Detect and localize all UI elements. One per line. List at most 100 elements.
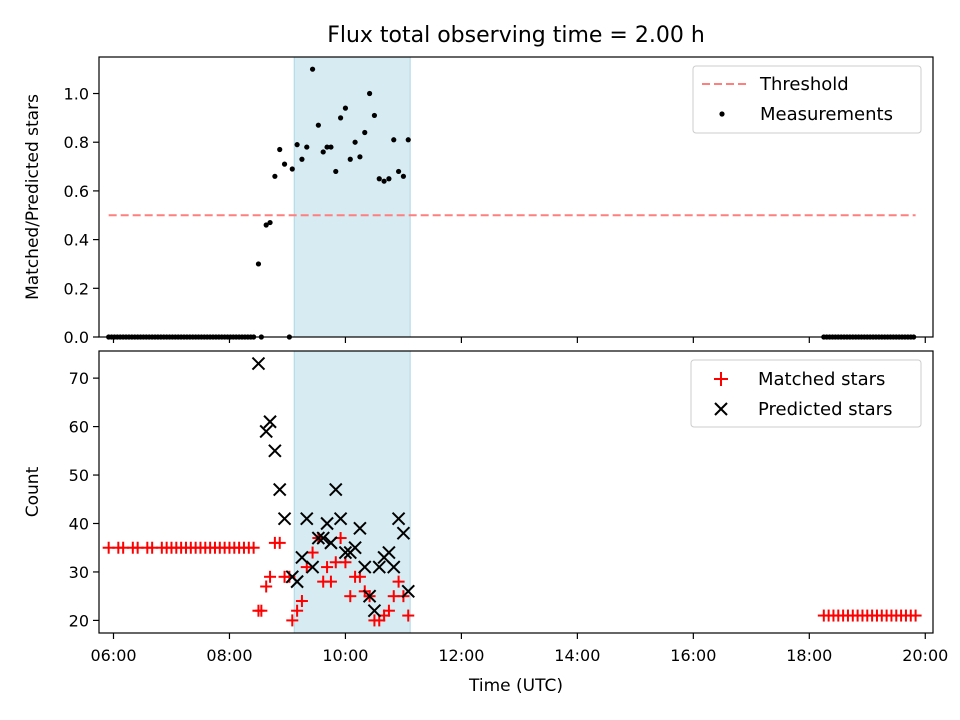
matched-star-point (264, 570, 277, 583)
measurement-point (255, 261, 262, 267)
measurement-point (281, 161, 288, 167)
measurement-point (315, 122, 321, 128)
figure-title: Flux total observing time = 2.00 h (327, 23, 705, 48)
predicted-star-point (273, 482, 287, 497)
matched-star-point (344, 590, 357, 603)
matched-star-point (306, 546, 319, 559)
predicted-star-point (311, 531, 326, 545)
measurement-point (333, 168, 339, 175)
xtick-label: 06:00 (90, 646, 136, 665)
predicted-star-point (367, 604, 382, 618)
xtick-label: 08:00 (206, 646, 252, 665)
matched-star-point (909, 609, 922, 622)
predicted-star-point (251, 356, 266, 371)
matched-star-points (102, 532, 922, 627)
predicted-star-point (263, 415, 277, 429)
bottom-y-ticks: 20 30 40 50 60 70 (69, 369, 99, 630)
xtick-label: 20:00 (902, 646, 948, 665)
top-ytick-label: 0.4 (64, 231, 89, 250)
measurement-point (352, 139, 358, 145)
predicted-star-point (401, 584, 415, 599)
measurement-point (376, 176, 382, 182)
predicted-star-point (268, 444, 282, 458)
measurement-point (347, 156, 353, 162)
predicted-star-points (251, 356, 415, 618)
predicted-star-point (329, 482, 343, 497)
xtick-label: 14:00 (554, 646, 600, 665)
top-panel: 0.0 0.2 0.4 0.6 0.8 1.0 Matched/Predicted sta… (23, 56, 934, 347)
measurement-point (328, 144, 334, 150)
top-y-ticks: 0.0 0.2 0.4 0.6 0.8 1.0 (64, 85, 99, 347)
predicted-star-point (396, 526, 411, 540)
matched-star-point (247, 541, 260, 554)
predicted-star-point (324, 536, 338, 550)
top-ytick-label: 0.2 (64, 279, 89, 298)
measurement-point (263, 222, 269, 228)
top-ytick-label: 0.0 (64, 328, 89, 347)
legend-predicted-label: Predicted stars (758, 399, 892, 420)
matched-star-point (321, 561, 334, 574)
bottom-ytick-label: 40 (69, 514, 89, 533)
legend-measurements-label: Measurements (760, 104, 893, 125)
measurement-point (400, 173, 407, 179)
top-y-axis-label: Matched/Predicted stars (23, 94, 43, 300)
matched-star-point (291, 604, 304, 617)
measurement-point (289, 166, 295, 172)
matched-star-point (273, 536, 286, 549)
predicted-star-point (320, 516, 334, 531)
matched-star-point (295, 595, 308, 608)
matched-star-point (382, 604, 395, 617)
bottom-ytick-label: 70 (69, 369, 89, 388)
xtick-label: 16:00 (670, 646, 716, 665)
legend-measurements-swatch (719, 111, 725, 117)
bottom-legend-box (690, 359, 922, 428)
predicted-star-point (362, 589, 377, 603)
xtick-label: 12:00 (438, 646, 484, 665)
predicted-star-point (387, 560, 401, 574)
top-ytick-label: 0.6 (64, 182, 89, 201)
bottom-ytick-label: 50 (69, 466, 89, 485)
top-legend-box (692, 65, 922, 134)
matched-star-point (260, 580, 273, 593)
measurement-point (304, 144, 310, 150)
xtick-label: 18:00 (786, 646, 832, 665)
measurement-point (395, 168, 402, 175)
legend-threshold-label: Threshold (759, 74, 849, 95)
measurement-point (337, 115, 344, 121)
legend-predicted-swatch (714, 402, 728, 416)
bottom-legend: Matched stars Predicted stars (690, 359, 922, 428)
bottom-y-axis-label: Count (23, 466, 43, 517)
predicted-star-point (353, 521, 367, 536)
measurement-point (371, 112, 378, 119)
matched-star-point (392, 575, 405, 588)
measurement-point (277, 146, 283, 153)
top-legend: Threshold Measurements (692, 65, 922, 134)
predicted-star-point (338, 545, 353, 560)
predicted-star-point (372, 560, 386, 574)
bottom-x-ticks: 06:00 08:00 10:00 12:00 14:00 16:00 18:00 20:00 (90, 633, 948, 665)
predicted-star-point (305, 560, 320, 574)
bottom-ytick-label: 60 (69, 418, 89, 437)
predicted-star-point (391, 511, 406, 526)
predicted-star-point (333, 511, 348, 526)
measurement-point (386, 176, 392, 182)
measurement-point (342, 105, 349, 111)
measurement-point (381, 178, 387, 184)
bottom-ytick-label: 30 (69, 563, 89, 582)
measurement-point (391, 137, 397, 143)
bottom-axes-frame (98, 350, 934, 634)
matched-star-point (255, 604, 268, 617)
measurement-point (267, 219, 273, 226)
measurement-point (366, 90, 373, 97)
matched-star-point (402, 609, 415, 622)
predicted-star-point (277, 511, 292, 526)
legend-matched-swatch (714, 372, 728, 386)
measurement-point (294, 142, 300, 148)
xtick-label: 10:00 (322, 646, 368, 665)
predicted-star-point (382, 545, 396, 560)
top-highlight-span (293, 56, 411, 338)
predicted-star-point (290, 574, 304, 589)
top-ytick-label: 0.8 (64, 133, 89, 152)
predicted-star-point (259, 424, 273, 439)
